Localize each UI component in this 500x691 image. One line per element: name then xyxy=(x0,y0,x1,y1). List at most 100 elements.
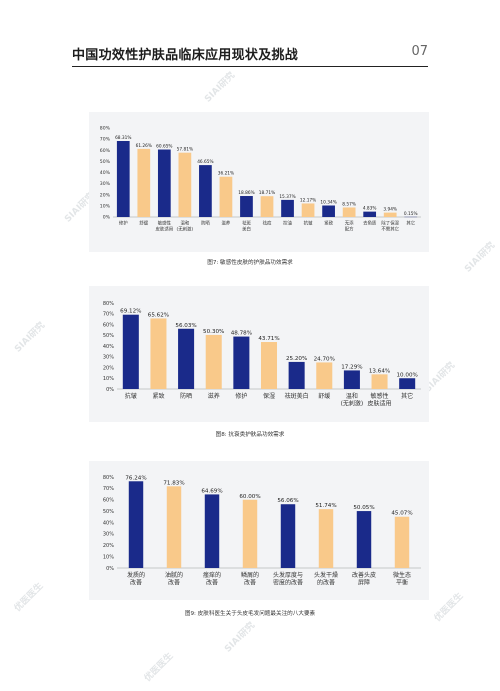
bar-value-label: 60.00% xyxy=(239,494,260,500)
category-label: 祛斑美白 xyxy=(285,392,309,400)
bar xyxy=(204,494,220,568)
bar-value-label: 50.05% xyxy=(353,505,374,511)
bar-value-label: 25.20% xyxy=(286,356,307,362)
bar-value-label: 15.37% xyxy=(279,194,295,200)
bar xyxy=(371,374,388,389)
category-label: 平衡 xyxy=(396,579,408,587)
bar xyxy=(301,203,315,217)
category-label: 温和 xyxy=(346,392,358,400)
bar xyxy=(399,378,416,389)
category-label: 防晒 xyxy=(180,392,192,400)
category-label: 屏障 xyxy=(358,579,370,587)
y-tick-label: 30% xyxy=(103,532,114,538)
bar xyxy=(199,165,212,217)
bar xyxy=(260,196,274,217)
category-label: 修护 xyxy=(235,392,247,400)
bar xyxy=(166,486,182,568)
bar-value-label: 56.03% xyxy=(175,323,196,329)
category-label: 去角质 xyxy=(363,219,377,226)
category-label: 紧致 xyxy=(324,219,333,226)
y-tick-label: 60% xyxy=(100,148,111,154)
y-tick-label: 20% xyxy=(100,192,111,198)
category-label: 配方 xyxy=(345,225,354,232)
category-label: 滋养 xyxy=(222,219,231,226)
watermark-text: SIAI研究 xyxy=(203,70,238,105)
bar-value-label: 36.21% xyxy=(218,171,234,177)
bar xyxy=(219,176,233,217)
chart-fig7: 0% 10% 20% 30% 40% 50% 60% 70% 80% 68.31% 修护 61.26%… xyxy=(89,112,429,252)
bar xyxy=(383,212,397,217)
bar xyxy=(363,211,377,217)
y-tick-label: 0% xyxy=(106,566,114,572)
bar-value-label: 56.06% xyxy=(277,498,298,504)
bar xyxy=(343,370,360,389)
y-tick-label: 10% xyxy=(100,203,111,209)
bar-value-label: 71.83% xyxy=(163,480,184,486)
watermark-text: 优医医生 xyxy=(432,591,466,624)
category-label: 改善 xyxy=(206,579,218,587)
bar-value-label: 61.26% xyxy=(136,143,152,149)
y-tick-label: 80% xyxy=(103,301,114,307)
bar-value-label: 10.34% xyxy=(320,199,336,205)
bar-value-label: 68.31% xyxy=(115,135,131,141)
category-label: 敏感性 xyxy=(158,219,172,226)
category-label: 祛斑 xyxy=(242,219,251,226)
bar-value-label: 18.71% xyxy=(259,190,275,196)
bar xyxy=(128,481,144,568)
category-label: 不需其它 xyxy=(381,225,399,232)
bar-value-label: 46.65% xyxy=(197,159,213,165)
category-label: 滋养 xyxy=(208,392,220,400)
bar xyxy=(116,141,130,217)
category-label: 祛痘 xyxy=(263,219,272,226)
category-label: 皮肤适用 xyxy=(368,400,392,408)
bar-value-label: 10.00% xyxy=(397,372,418,378)
category-label: 敏感性 xyxy=(371,392,389,400)
watermark-text: SIAI研究 xyxy=(13,320,48,355)
bar xyxy=(242,499,258,568)
category-label: 防晒 xyxy=(201,219,210,226)
bar-value-label: 4.83% xyxy=(363,206,377,212)
category-label: 改善 xyxy=(244,579,256,587)
category-label: 除了保湿 xyxy=(381,219,399,226)
watermark-text: SIAI研究 xyxy=(463,240,498,275)
bar xyxy=(157,149,171,217)
bar xyxy=(122,314,139,389)
category-label: 油腻的 xyxy=(165,571,183,579)
bar xyxy=(394,516,410,568)
bar-value-label: 65.62% xyxy=(148,312,169,318)
bar xyxy=(137,148,151,217)
bar xyxy=(281,199,294,217)
bar-value-label: 18.86% xyxy=(238,190,254,196)
y-tick-label: 30% xyxy=(103,355,114,361)
category-label: 发质的 xyxy=(127,571,145,579)
bar-value-label: 13.64% xyxy=(369,368,390,374)
chart-svg: 0% 10% 20% 30% 40% 50% 60% 70% 80% 68.31% 修护 61.26%… xyxy=(100,126,421,232)
header-rule xyxy=(72,66,428,67)
category-label: 舒缓 xyxy=(139,219,148,226)
category-label: 抗皱 xyxy=(304,219,313,226)
category-label: (无刺激) xyxy=(341,400,364,408)
bar-value-label: 17.29% xyxy=(341,364,362,370)
category-label: 抗皱 xyxy=(125,392,137,400)
bar xyxy=(322,205,335,217)
bar xyxy=(240,196,253,217)
bar xyxy=(280,504,296,568)
category-label: 瘙痒的 xyxy=(203,571,221,579)
bar xyxy=(150,318,167,389)
bar-value-label: 69.12% xyxy=(120,309,141,315)
y-tick-label: 80% xyxy=(103,475,114,481)
category-label: 无添 xyxy=(345,219,354,226)
page-number: 07 xyxy=(411,44,428,59)
y-tick-label: 30% xyxy=(100,181,111,187)
bar-value-label: 51.74% xyxy=(315,503,336,509)
bar xyxy=(342,207,356,217)
document-title: 中国功效性护肤品临床应用现状及挑战 xyxy=(72,48,299,63)
category-label: 的改善 xyxy=(317,579,335,587)
bar-value-label: 12.17% xyxy=(300,197,316,203)
bar xyxy=(233,336,250,389)
category-label: 头发厚度与 xyxy=(273,571,303,579)
bar-value-label: 64.69% xyxy=(201,488,222,494)
bar-value-label: 57.81% xyxy=(177,147,193,153)
y-tick-label: 40% xyxy=(103,520,114,526)
bar-value-label: 8.57% xyxy=(342,201,356,207)
